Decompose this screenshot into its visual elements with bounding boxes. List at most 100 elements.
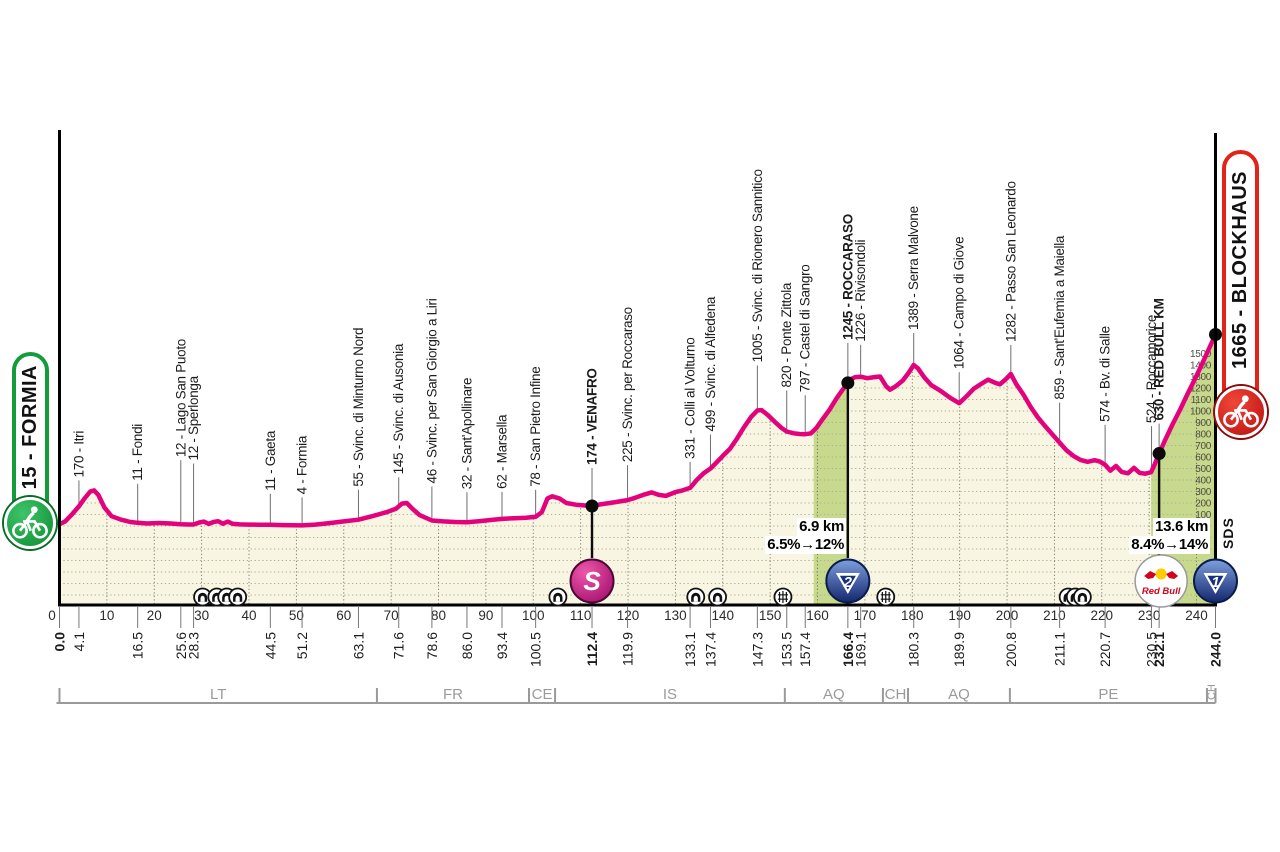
svg-text:1500: 1500 [1190,349,1212,360]
svg-text:71.6: 71.6 [391,632,407,659]
svg-text:112.4: 112.4 [584,632,600,666]
svg-text:119.9: 119.9 [620,632,636,666]
svg-text:200: 200 [1195,499,1212,510]
svg-text:600: 600 [1195,453,1212,464]
svg-text:180: 180 [901,608,924,623]
svg-text:800: 800 [1195,430,1212,441]
svg-text:169.1: 169.1 [853,632,869,667]
km-scale: 0102030405060708090100110120130140150160… [48,608,1208,623]
waypoint-label: 797 - Castel di Sangro [798,264,813,392]
climb-annotation-blockhaus: 13.6 km 8.4%→14% [1129,518,1210,554]
waypoint-label: 1005 - Svinc. di Rionero Sannitico [750,169,765,362]
tunnel-icon [686,587,706,607]
svg-text:244.0: 244.0 [1208,632,1224,667]
svg-text:63.1: 63.1 [350,632,366,659]
svg-text:25.6: 25.6 [173,632,189,659]
waypoint-label: 1226 - Rivisondoli [853,240,868,342]
waypoint-label: 630 - RED BULL KM [1152,298,1167,420]
svg-text:CE: CE [532,686,553,703]
province-bracket: LT FR CE IS AQ CH AQ PE CH [56,684,1218,704]
climb-gradient: 8.4%→14% [1129,536,1210,554]
waypoint-label: 145 - Svinc. di Ausonia [391,343,406,474]
svg-text:170: 170 [854,608,877,623]
svg-text:1200: 1200 [1190,384,1212,395]
svg-text:90: 90 [478,608,493,623]
svg-text:220.7: 220.7 [1097,632,1113,667]
svg-text:147.3: 147.3 [749,632,765,667]
svg-text:232.1: 232.1 [1151,632,1167,667]
svg-text:1: 1 [1211,574,1219,591]
svg-text:70: 70 [384,608,399,623]
svg-text:100: 100 [1195,510,1212,521]
waypoint-label: 225 - Svinc. per Roccaraso [620,307,635,462]
svg-text:78.6: 78.6 [424,632,440,659]
svg-text:51.2: 51.2 [294,632,310,659]
svg-text:IS: IS [663,686,677,703]
svg-text:220: 220 [1091,608,1114,623]
sprint-icon: S [569,558,615,604]
svg-text:166.4: 166.4 [840,632,856,667]
tunnel-icon [228,587,248,607]
svg-text:137.4: 137.4 [702,632,718,667]
svg-text:150: 150 [759,608,782,623]
svg-text:30: 30 [194,608,209,623]
svg-text:16.5: 16.5 [130,632,146,659]
category-1-icon: 1 [1193,558,1238,604]
waypoint-label: 62 - Marsella [495,414,510,489]
svg-text:133.1: 133.1 [682,632,698,667]
svg-text:110: 110 [570,608,592,623]
svg-text:S: S [583,566,601,596]
svg-text:140: 140 [712,608,735,623]
svg-text:FR: FR [443,686,463,703]
cyclist-icon [12,506,48,539]
svg-text:230.5: 230.5 [1144,632,1160,667]
redbull-point-dot [1152,447,1166,461]
waypoint-label: 174 - VENAFRO [585,368,600,465]
svg-text:230: 230 [1138,608,1161,623]
svg-text:210: 210 [1043,608,1066,623]
waypoint-label: 32 - Sant'Apollinare [459,378,474,489]
marker-points [585,328,1222,558]
profile-line [57,332,1218,528]
svg-text:189.9: 189.9 [951,632,967,667]
svg-text:50: 50 [289,608,304,623]
viaduct-icon [876,587,896,607]
svg-text:20: 20 [147,608,162,623]
svg-text:400: 400 [1195,476,1212,487]
waypoint-labels: 170 - Itri 11 - Fondi 12 - Lago San Puoto1… [71,169,1166,494]
svg-text:10: 10 [99,608,114,623]
svg-text:160: 160 [806,608,829,623]
waypoint-label: 524 - Roccamorice [1144,315,1159,423]
svg-text:80: 80 [431,608,446,623]
waypoint-label: 574 - Bv. di Salle [1098,326,1113,422]
svg-text:PE: PE [1098,686,1118,703]
svg-text:0.0: 0.0 [52,632,68,652]
start-location-label: 15 - FORMIA [19,365,41,490]
svg-text:100: 100 [522,608,545,623]
svg-text:500: 500 [1195,464,1212,475]
svg-text:28.3: 28.3 [186,632,202,659]
svg-text:LT: LT [210,686,226,703]
waypoint-label: 46 - Svinc. per San Giorgio a Liri [424,298,439,483]
km-labels: 0.0 4.1 16.5 25.628.3 44.5 51.2 63.1 71.6 78.6 86… [52,607,1224,667]
svg-text:AQ: AQ [823,686,845,703]
cyclist-icon [1223,395,1259,428]
climb-length: 6.9 km [797,518,846,536]
svg-text:200.8: 200.8 [1003,632,1019,667]
climb-annotation-roccaraso: 6.9 km 6.5%→12% [765,518,846,554]
waypoint-label: 859 - Sant'Eufemia a Maiella [1052,235,1067,400]
waypoint-label: 11 - Fondi [130,424,145,481]
waypoint-lines [78,333,1160,526]
svg-text:1000: 1000 [1190,407,1212,418]
finish-cyclist-icon [1215,386,1267,438]
svg-text:0: 0 [48,608,56,623]
waypoint-label: 55 - Svinc. di Minturno Nord [351,328,366,487]
tunnel-icon [708,587,727,607]
svg-text:300: 300 [1195,487,1212,498]
waypoint-label: 1389 - Serra Malvone [906,206,921,330]
waypoint-label: 12 - Sperlonga [186,375,201,460]
svg-text:200: 200 [996,608,1019,623]
viaduct-icon [773,587,793,607]
waypoint-label: 1245 - ROCCARASO [840,214,855,340]
